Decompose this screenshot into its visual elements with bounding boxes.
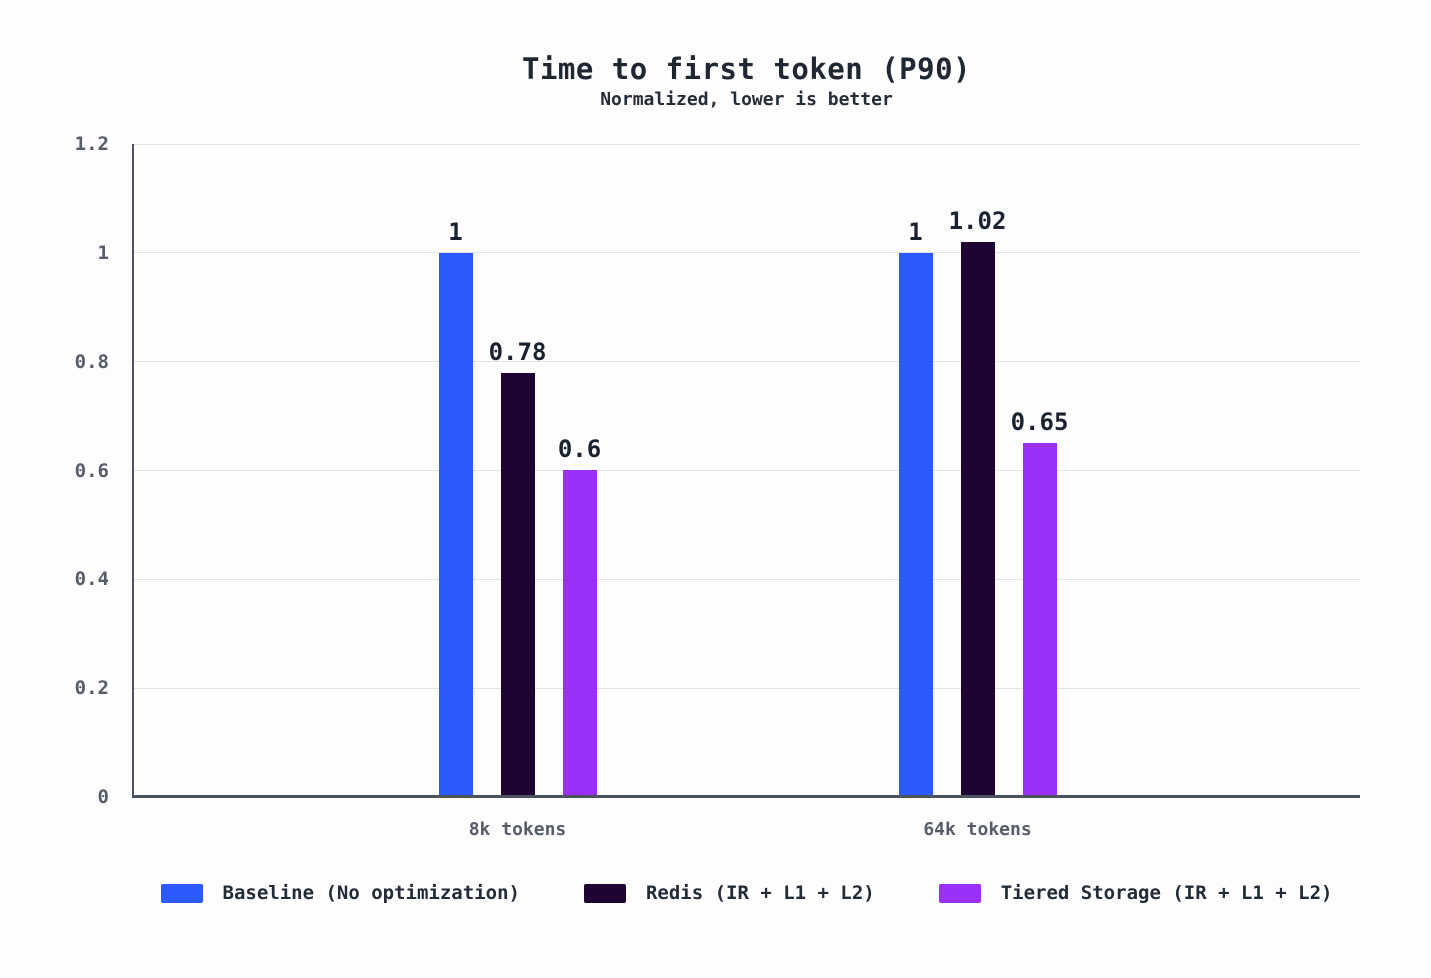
gridline bbox=[133, 143, 1360, 145]
x-axis-line bbox=[132, 795, 1360, 798]
y-tick-label: 1 bbox=[97, 241, 109, 264]
y-tick-label: 0.8 bbox=[74, 350, 109, 373]
y-tick-label: 0.4 bbox=[74, 568, 109, 591]
y-tick-label: 0.6 bbox=[74, 459, 109, 482]
y-tick-label: 0.2 bbox=[74, 677, 109, 700]
bar[interactable] bbox=[898, 253, 933, 797]
legend-label: Tiered Storage (IR + L1 + L2) bbox=[1000, 882, 1333, 904]
chart-header: Time to first token (P90) Normalized, lo… bbox=[133, 52, 1360, 111]
legend-swatch-icon bbox=[160, 883, 203, 903]
bar-value-label: 1 bbox=[908, 218, 923, 246]
x-category-label: 64k tokens bbox=[923, 819, 1032, 840]
legend-swatch-icon bbox=[583, 883, 626, 903]
bar-value-label: 0.65 bbox=[1010, 408, 1069, 436]
legend-label: Redis (IR + L1 + L2) bbox=[645, 882, 875, 904]
bar-value-label: 0.6 bbox=[557, 435, 602, 463]
gridline bbox=[133, 470, 1360, 471]
bar[interactable] bbox=[562, 470, 597, 797]
y-axis-line bbox=[132, 144, 134, 797]
legend: Baseline (No optimization) Redis (IR + L1… bbox=[133, 882, 1360, 904]
gridline bbox=[133, 252, 1360, 254]
bar[interactable] bbox=[500, 373, 535, 797]
chart-title: Time to first token (P90) bbox=[522, 52, 971, 86]
y-tick-label: 1.2 bbox=[74, 133, 109, 155]
chart-subtitle: Normalized, lower is better bbox=[600, 89, 893, 110]
legend-swatch-icon bbox=[938, 883, 981, 903]
bar[interactable] bbox=[1022, 443, 1057, 797]
gridline bbox=[133, 361, 1360, 363]
bar[interactable] bbox=[438, 253, 473, 797]
gridline bbox=[133, 578, 1360, 580]
legend-item[interactable]: Redis (IR + L1 + L2) bbox=[583, 882, 875, 904]
bar[interactable] bbox=[960, 242, 995, 797]
x-category-label: 8k tokens bbox=[468, 819, 567, 840]
bar-value-label: 1 bbox=[448, 218, 463, 246]
bar-value-label: 1.02 bbox=[948, 207, 1007, 235]
gridline bbox=[133, 687, 1360, 689]
legend-label: Baseline (No optimization) bbox=[222, 882, 520, 904]
y-tick-label: 0 bbox=[97, 786, 109, 808]
plot-area: 1 0.78 0.6 1 1.02 0.65 bbox=[132, 143, 1360, 798]
bar-value-label: 0.78 bbox=[488, 338, 547, 366]
legend-item[interactable]: Baseline (No optimization) bbox=[160, 882, 520, 904]
legend-item[interactable]: Tiered Storage (IR + L1 + L2) bbox=[938, 882, 1333, 904]
